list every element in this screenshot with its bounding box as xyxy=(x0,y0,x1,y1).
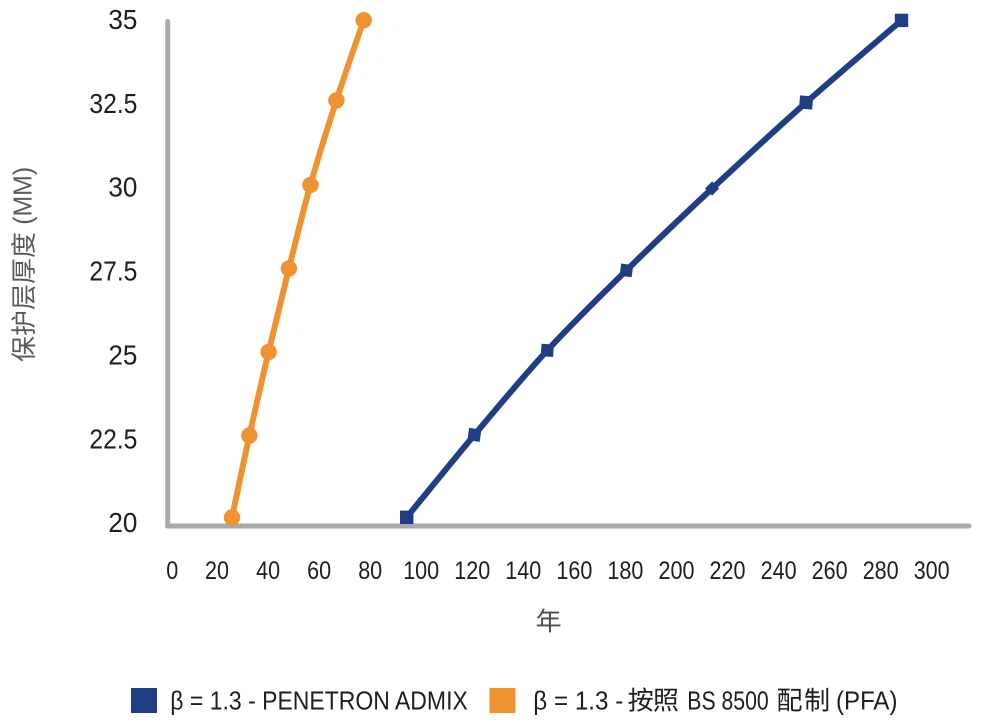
svg-text:(MM): (MM) xyxy=(10,167,38,225)
svg-text:220: 220 xyxy=(710,557,746,585)
svg-text:25: 25 xyxy=(108,339,137,370)
svg-text:100: 100 xyxy=(403,557,439,585)
svg-text:BS 8500: BS 8500 xyxy=(687,688,768,716)
svg-text:32.5: 32.5 xyxy=(89,88,137,119)
svg-text:(PFA): (PFA) xyxy=(836,688,898,716)
svg-text:60: 60 xyxy=(307,557,331,585)
svg-text:22.5: 22.5 xyxy=(89,423,137,454)
svg-text:20: 20 xyxy=(108,507,137,538)
svg-text:280: 280 xyxy=(863,557,899,585)
svg-text:20: 20 xyxy=(205,557,229,585)
svg-text:0: 0 xyxy=(166,557,178,585)
svg-text:40: 40 xyxy=(256,557,280,585)
svg-text:300: 300 xyxy=(914,557,950,585)
svg-text:35: 35 xyxy=(108,4,137,35)
svg-text:120: 120 xyxy=(454,557,490,585)
svg-text:β = 1.3 -: β = 1.3 - xyxy=(533,688,623,716)
svg-text:30: 30 xyxy=(108,172,137,203)
svg-text:160: 160 xyxy=(556,557,592,585)
svg-text:180: 180 xyxy=(607,557,643,585)
svg-text:β = 1.3 - PENETRON ADMIX: β = 1.3 - PENETRON ADMIX xyxy=(170,688,468,716)
svg-text:260: 260 xyxy=(812,557,848,585)
svg-text:200: 200 xyxy=(659,557,695,585)
svg-text:240: 240 xyxy=(761,557,797,585)
svg-text:140: 140 xyxy=(505,557,541,585)
svg-text:27.5: 27.5 xyxy=(89,256,137,287)
svg-text:80: 80 xyxy=(358,557,382,585)
